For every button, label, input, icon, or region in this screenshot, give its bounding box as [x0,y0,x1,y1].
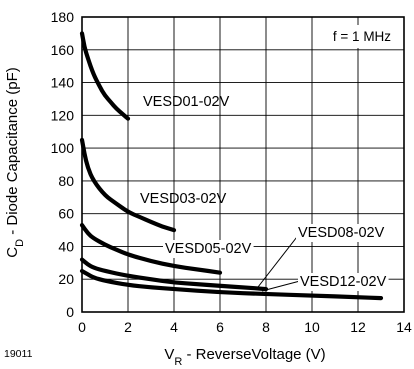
figure-id: 19011 [4,348,33,360]
curve-label-vesd01-02v: VESD01-02V [143,94,230,110]
y-axis-title-subscript: D [14,239,26,247]
x-tick-label: 4 [170,319,178,335]
curve-label-background [298,273,389,291]
y-tick-label: 140 [51,75,75,91]
series-line-vesd05-02v [79,223,223,275]
series-line-vesd12-02v [79,268,384,301]
x-tick-label: 14 [396,319,412,335]
plot-frame [81,16,405,313]
y-tick-label: 40 [58,238,74,254]
curve-label-vesd08-02v: VESD08-02V [298,225,385,241]
series-line-vesd03-02v [79,137,177,233]
x-tick-label: 0 [78,319,86,335]
y-tick-label: 0 [66,304,74,320]
series-line-vesd01-02v [79,31,131,121]
x-tick-label: 8 [262,319,270,335]
curve-label-vesd12-02v: VESD12-02V [300,274,387,290]
y-axis-title-main: C [4,247,21,258]
annotation-background [326,25,398,48]
x-tick-label: 6 [216,319,224,335]
frequency-annotation: f = 1 MHz [333,29,391,44]
curve-labels: VESD01-02V VESD03-02V VESD05-02V VESD08-02V… [140,94,389,292]
y-tick-label: 80 [58,173,74,189]
series-line-vesd08-02v [79,257,269,292]
x-axis-title-rest: - ReverseVoltage (V) [182,346,325,363]
x-axis-title-main: V [164,346,174,363]
y-tick-label: 100 [51,140,75,156]
x-axis-title: VR - ReverseVoltage (V) [164,346,325,368]
curve-label-vesd03-02v: VESD03-02V [140,191,227,207]
x-tick-label: 2 [124,319,132,335]
y-tick-label: 180 [51,9,75,25]
y-tick-label: 60 [58,206,74,222]
leader-line [261,280,301,292]
y-tick-label: 160 [51,42,75,58]
series-layer [79,31,384,301]
x-tick-label: 12 [350,319,366,335]
curve-label-background [163,240,254,258]
curve-label-background [296,224,387,242]
y-axis-title: CD - Diode Capacitance (pF) [4,67,26,258]
curve-label-vesd05-02v: VESD05-02V [165,241,252,257]
x-tick-label: 10 [304,319,320,335]
y-axis-title-rest: - Diode Capacitance (pF) [4,67,21,239]
x-axis-title-subscript: R [174,356,182,368]
y-tick-label: 120 [51,107,75,123]
y-tick-label: 20 [58,271,74,287]
leader-line [257,232,301,288]
